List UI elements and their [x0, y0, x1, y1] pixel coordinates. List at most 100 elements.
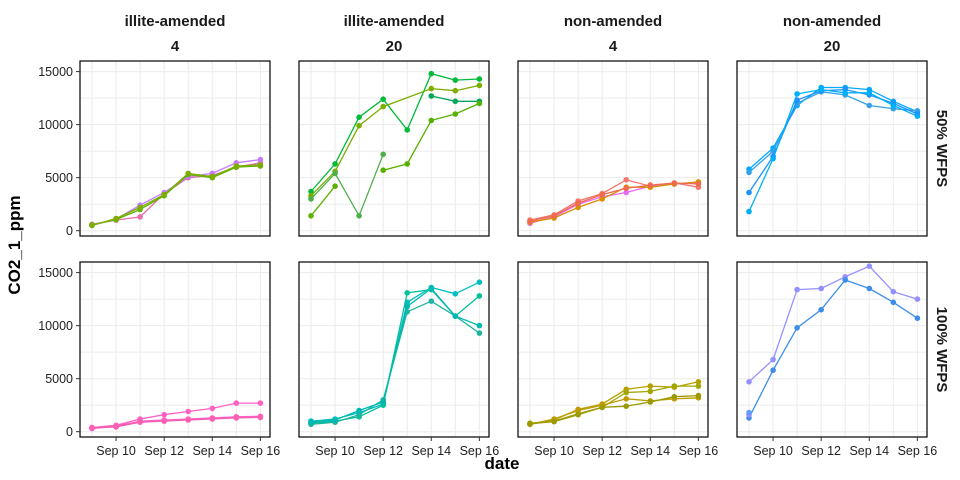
series-line [91, 165, 261, 226]
data-point [623, 389, 629, 396]
panel-border [736, 261, 928, 438]
data-point [527, 420, 533, 427]
data-point [890, 288, 897, 295]
x-tick-label: Sep 14 [411, 444, 451, 458]
panel-border [298, 261, 490, 438]
data-point [113, 423, 119, 429]
data-point [794, 325, 800, 331]
data-point [890, 102, 897, 109]
data-point [575, 200, 581, 206]
data-point [647, 388, 654, 395]
data-point [914, 113, 921, 119]
data-point [818, 306, 824, 313]
x-tick-label: Sep 12 [363, 444, 403, 458]
data-point [380, 151, 387, 158]
facet-panel [298, 60, 490, 237]
series-line [748, 86, 918, 170]
data-point [695, 392, 702, 399]
series-line [529, 397, 699, 425]
data-point [452, 111, 459, 117]
data-point [428, 93, 435, 99]
data-point [356, 411, 362, 418]
data-point [695, 379, 702, 385]
panel-background [737, 262, 927, 437]
data-point [671, 393, 678, 400]
data-point [551, 213, 557, 219]
data-point [332, 183, 338, 189]
data-point [794, 286, 800, 293]
data-point [380, 167, 387, 173]
data-point [866, 90, 873, 96]
y-axis-title: CO2_1_ppm [5, 195, 24, 294]
x-tick-label: Sep 16 [460, 444, 500, 458]
panel-border [79, 60, 271, 237]
column-strip-label-bottom: 20 [824, 38, 841, 55]
x-tick-label: Sep 10 [315, 444, 355, 458]
data-point [308, 419, 314, 426]
x-tick-label: Sep 10 [753, 444, 793, 458]
panel-background [299, 61, 489, 236]
panel-border [517, 261, 709, 438]
data-point [356, 213, 362, 219]
data-point [185, 416, 191, 423]
data-point [476, 293, 483, 299]
x-tick-label: Sep 10 [96, 444, 136, 458]
data-point [209, 415, 216, 422]
data-point [89, 424, 95, 431]
panel-background [518, 61, 708, 236]
data-point [185, 170, 191, 177]
data-point [404, 290, 411, 296]
data-point [647, 399, 654, 405]
data-point [452, 98, 459, 105]
data-point [842, 277, 848, 283]
row-strip-label: 100% WFPS [933, 307, 950, 393]
data-point [209, 173, 216, 180]
panel-border [298, 60, 490, 237]
data-point [818, 285, 824, 292]
data-point [575, 411, 581, 418]
data-point [257, 400, 264, 406]
data-point [695, 181, 702, 187]
data-point [137, 204, 143, 211]
panel-border [517, 60, 709, 237]
data-point [476, 279, 483, 286]
data-point [842, 90, 848, 96]
data-point [866, 263, 873, 270]
data-point [452, 77, 459, 83]
x-tick-label: Sep 12 [801, 444, 841, 458]
data-point [746, 208, 752, 215]
x-tick-label: Sep 14 [849, 444, 889, 458]
x-tick-label: Sep 16 [241, 444, 281, 458]
data-point [599, 404, 605, 411]
data-point [332, 170, 338, 177]
data-point [233, 400, 240, 406]
series-line [529, 181, 699, 223]
x-tick-label: Sep 14 [630, 444, 670, 458]
data-point [599, 191, 605, 198]
data-point [428, 117, 435, 124]
data-point [380, 96, 387, 102]
data-point [746, 169, 752, 176]
data-point [671, 383, 678, 389]
y-tick-label: 10000 [38, 319, 73, 333]
data-point [404, 127, 411, 133]
data-point [623, 396, 629, 402]
y-tick-label: 15000 [38, 266, 73, 280]
x-axis-title: date [485, 454, 520, 473]
series-line [310, 185, 336, 217]
data-point [647, 383, 654, 389]
data-point [89, 222, 95, 229]
data-point [746, 379, 752, 385]
data-point [356, 122, 362, 129]
data-point [746, 409, 752, 416]
data-point [575, 204, 581, 211]
series-line [748, 265, 918, 383]
data-point [623, 189, 629, 196]
column-strip-label-top: non-amended [783, 13, 881, 30]
data-point [770, 155, 776, 162]
facet-panel: Sep 10 Sep 12 Sep 14 Sep 16 [736, 261, 937, 458]
data-point [770, 356, 776, 363]
data-point [476, 330, 483, 336]
panels-layer: illite-amended 4 illite-amended 20 non-amend… [38, 13, 950, 458]
data-point [695, 383, 702, 389]
